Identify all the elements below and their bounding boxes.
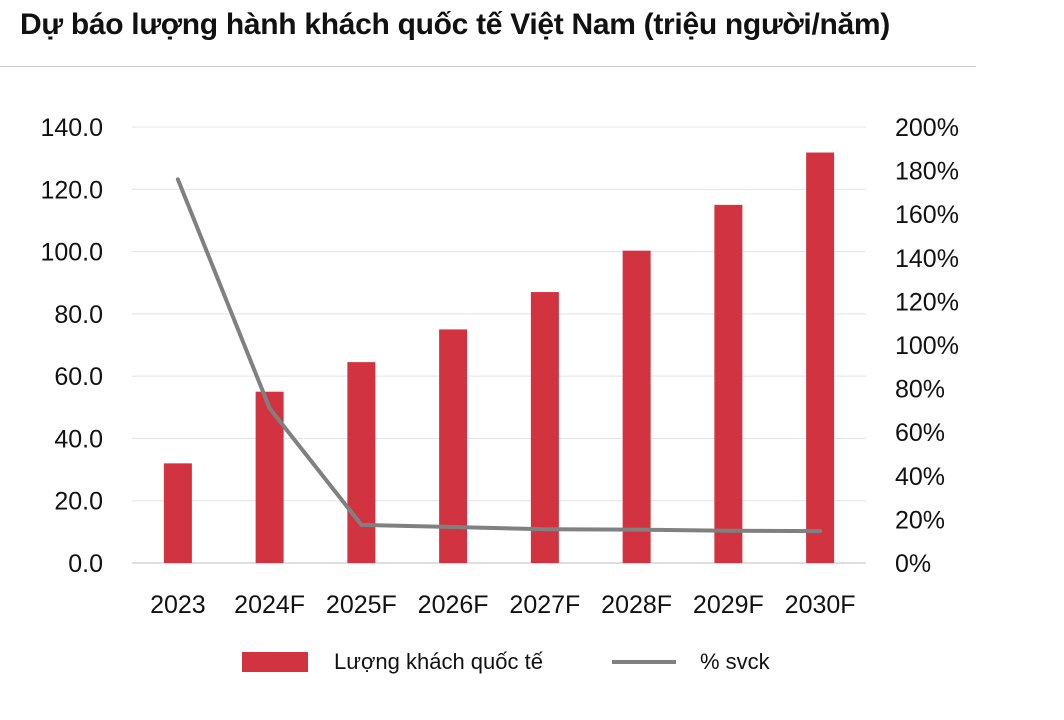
bar-2023: [163, 463, 192, 563]
right-tick-label: 200%: [895, 114, 959, 142]
right-tick-label: 20%: [895, 506, 945, 534]
right-tick-label: 40%: [895, 463, 945, 491]
right-tick-label: 80%: [895, 376, 945, 404]
right-tick-label: 0%: [895, 550, 931, 578]
left-tick-label: 120.0: [40, 176, 103, 204]
bar-2027F: [530, 292, 559, 563]
right-axis-ticks: 0% 20% 40% 60% 80% 100% 120% 140% 160% 180% 200%: [895, 114, 959, 578]
left-tick-label: 80.0: [54, 301, 103, 329]
right-tick-label: 160%: [895, 201, 959, 229]
title-divider: [0, 66, 976, 67]
legend-label-bar: Lượng khách quốc tế: [334, 649, 543, 674]
bar-series: [163, 152, 835, 563]
x-tick-label: 2024F: [234, 591, 305, 619]
left-tick-label: 100.0: [40, 239, 103, 267]
bar-2029F: [714, 204, 743, 563]
right-tick-label: 100%: [895, 332, 959, 360]
bar-2024F: [255, 391, 284, 563]
left-tick-label: 60.0: [54, 363, 103, 391]
x-tick-label: 2027F: [509, 591, 580, 619]
left-tick-label: 140.0: [40, 114, 103, 142]
x-axis-ticks: 2023 2024F 2025F 2026F 2027F 2028F 2029F 2030F: [150, 591, 856, 619]
right-tick-label: 60%: [895, 419, 945, 447]
x-tick-label: 2026F: [418, 591, 489, 619]
legend: Lượng khách quốc tế % svck: [242, 649, 771, 674]
left-axis-ticks: 0.0 20.0 40.0 60.0 80.0 100.0 120.0 140.0: [40, 114, 103, 578]
chart-title: Dự báo lượng hành khách quốc tế Việt Nam…: [20, 8, 890, 41]
left-tick-label: 0.0: [68, 550, 103, 578]
legend-label-line: % svck: [700, 649, 771, 674]
x-tick-label: 2028F: [601, 591, 672, 619]
bar-2030F: [806, 152, 835, 563]
x-tick-label: 2029F: [693, 591, 764, 619]
left-tick-label: 40.0: [54, 425, 103, 453]
bar-2025F: [347, 362, 376, 563]
x-tick-label: 2030F: [785, 591, 856, 619]
right-tick-label: 180%: [895, 158, 959, 186]
svck-line: [175, 177, 823, 534]
line-series: [175, 177, 823, 534]
right-tick-label: 120%: [895, 288, 959, 316]
x-tick-label: 2025F: [326, 591, 397, 619]
bar-2028F: [622, 250, 651, 563]
gridlines: [132, 126, 866, 564]
legend-swatch-bar: [242, 652, 308, 672]
x-tick-label: 2023: [150, 591, 206, 619]
bar-2026F: [439, 329, 468, 563]
left-tick-label: 20.0: [54, 488, 103, 516]
right-tick-label: 140%: [895, 245, 959, 273]
